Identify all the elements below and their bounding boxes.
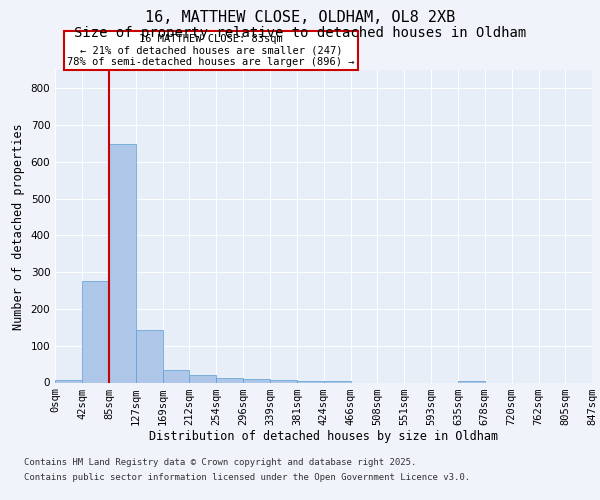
Bar [163,370,190,382]
Text: 16, MATTHEW CLOSE, OLDHAM, OL8 2XB: 16, MATTHEW CLOSE, OLDHAM, OL8 2XB [145,10,455,25]
Bar [82,282,109,382]
Y-axis label: Number of detached properties: Number of detached properties [12,123,25,330]
Bar [270,380,297,382]
X-axis label: Distribution of detached houses by size in Oldham: Distribution of detached houses by size … [149,430,498,444]
Text: Contains public sector information licensed under the Open Government Licence v3: Contains public sector information licen… [24,473,470,482]
Bar [136,330,163,382]
Text: 16 MATTHEW CLOSE: 83sqm
← 21% of detached houses are smaller (247)
78% of semi-d: 16 MATTHEW CLOSE: 83sqm ← 21% of detache… [67,34,355,67]
Bar [297,380,324,382]
Bar [243,379,270,382]
Text: Contains HM Land Registry data © Crown copyright and database right 2025.: Contains HM Land Registry data © Crown c… [24,458,416,467]
Bar [216,378,243,382]
Bar [109,144,136,382]
Bar [190,375,216,382]
Bar [458,380,485,382]
Text: Size of property relative to detached houses in Oldham: Size of property relative to detached ho… [74,26,526,40]
Bar [55,380,82,382]
